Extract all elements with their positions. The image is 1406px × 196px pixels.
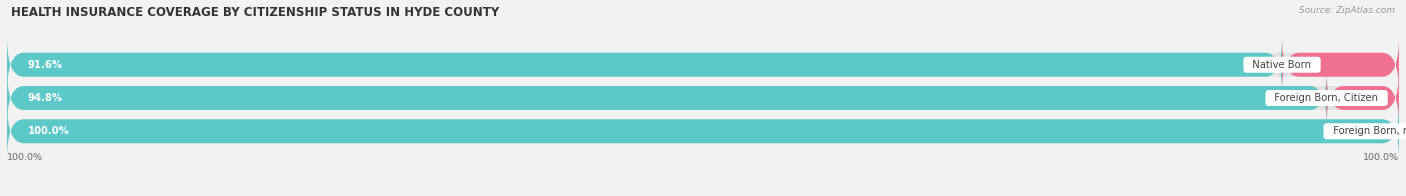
Text: Source: ZipAtlas.com: Source: ZipAtlas.com [1299, 6, 1395, 15]
FancyBboxPatch shape [1327, 70, 1399, 126]
Text: 91.6%: 91.6% [28, 60, 63, 70]
FancyBboxPatch shape [1282, 37, 1399, 93]
Text: HEALTH INSURANCE COVERAGE BY CITIZENSHIP STATUS IN HYDE COUNTY: HEALTH INSURANCE COVERAGE BY CITIZENSHIP… [11, 6, 499, 19]
FancyBboxPatch shape [7, 103, 1399, 159]
Text: Native Born: Native Born [1247, 60, 1317, 70]
Text: 100.0%: 100.0% [1362, 153, 1399, 162]
FancyBboxPatch shape [7, 70, 1399, 126]
Text: 94.8%: 94.8% [28, 93, 63, 103]
FancyBboxPatch shape [7, 37, 1399, 93]
FancyBboxPatch shape [7, 70, 1327, 126]
Text: Foreign Born, not a Citizen: Foreign Born, not a Citizen [1326, 126, 1406, 136]
Text: 100.0%: 100.0% [7, 153, 44, 162]
FancyBboxPatch shape [7, 103, 1399, 159]
FancyBboxPatch shape [7, 37, 1282, 93]
Text: Foreign Born, Citizen: Foreign Born, Citizen [1268, 93, 1385, 103]
Text: 100.0%: 100.0% [28, 126, 70, 136]
